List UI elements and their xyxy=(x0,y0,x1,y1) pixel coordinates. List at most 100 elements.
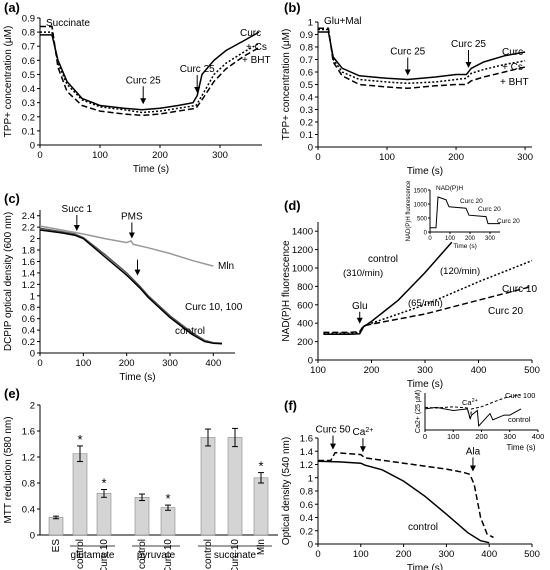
series-line xyxy=(318,31,526,81)
y-tick-label: 0.8 xyxy=(22,303,35,314)
annotation-label: PMS xyxy=(121,211,143,222)
x-tick-label: 100 xyxy=(92,150,108,161)
x-tick-label: 200 xyxy=(152,150,168,161)
category-label: control xyxy=(203,539,214,569)
y-tick-label: 0.9 xyxy=(300,30,313,41)
inset-x-tick-label: 0 xyxy=(423,432,427,441)
series-label: Curc 20 xyxy=(488,306,523,317)
arrow-head xyxy=(194,87,201,94)
y-tick-label: 1.4 xyxy=(300,447,313,458)
y-tick-label: 0.4 xyxy=(22,84,35,95)
y-tick-label: 1400 xyxy=(292,227,313,238)
y-tick-label: 0 xyxy=(30,141,35,152)
y-tick-label: 400 xyxy=(297,319,313,330)
panel-a-chart: 0 0.1 0.2 0.3 0.4 0.5 0.6 0.7 0.8 0.9 0 100 200 300 Ti… xyxy=(3,14,271,176)
x-tick-label: 200 xyxy=(396,549,412,560)
y-tick-label: 0.3 xyxy=(22,98,35,109)
inset-trace xyxy=(430,196,500,229)
x-tick-label: 400 xyxy=(481,549,497,560)
inset-x-axis-label: Time (s) xyxy=(453,243,477,250)
x-tick-label: 0 xyxy=(37,358,42,369)
inset-x-tick-label: 200 xyxy=(475,432,488,441)
y-tick-label: 0.7 xyxy=(22,42,35,53)
category-label: ES xyxy=(51,539,62,553)
panel-label: (f) xyxy=(284,398,297,413)
category-label: Curc 10 xyxy=(163,539,174,570)
series-label: control xyxy=(408,522,438,533)
inset-label: Glu+Mal xyxy=(324,16,362,27)
annotation-label: Succ 1 xyxy=(62,204,93,215)
y-tick-label: 600 xyxy=(297,300,313,311)
rate-label: (310/min) xyxy=(343,268,383,279)
category-label: control xyxy=(75,539,86,569)
y-tick-label: 0.4 xyxy=(300,93,313,104)
y-tick-label: 0 xyxy=(308,540,313,551)
bar xyxy=(96,493,112,536)
panel-c-chart: 00.20.40.60.811.21.41.61.822.22.4 0 100 200… xyxy=(3,204,243,383)
x-tick-label: 100 xyxy=(379,152,395,163)
inset-x-tick-label: 400 xyxy=(532,432,545,441)
y-tick-label: 0.8 xyxy=(22,28,35,39)
significance-star: * xyxy=(165,491,170,506)
category-label: Mln xyxy=(256,539,267,555)
x-axis-label: Time (s) xyxy=(407,563,443,570)
x-tick-label: 0 xyxy=(315,549,320,560)
arrow-head xyxy=(465,62,472,68)
x-tick-label: 500 xyxy=(524,365,540,376)
arrow-head xyxy=(469,465,476,472)
group-label: pyruvate xyxy=(137,550,176,561)
y-axis-label: NAD(P)H fluorescence xyxy=(281,240,292,342)
significance-star: * xyxy=(258,459,263,474)
y-tick-label: 1 xyxy=(308,473,313,484)
y-tick-label: 0.9 xyxy=(22,14,35,25)
annotation-label: Curc 50 xyxy=(315,425,350,436)
inset-label: Curc 20 xyxy=(478,206,501,213)
group-label: succinate xyxy=(214,550,257,561)
x-tick-label: 300 xyxy=(438,549,454,560)
series-line xyxy=(39,229,223,345)
annotation-label: Curc 25 xyxy=(451,39,486,50)
x-tick-label: 300 xyxy=(517,152,533,163)
series-label: + BHT xyxy=(242,55,271,66)
y-tick-label: 1 xyxy=(30,291,35,302)
y-tick-label: 1.2 xyxy=(300,460,313,471)
y-tick-label: 0.7 xyxy=(300,55,313,66)
y-tick-label: 0.4 xyxy=(22,326,35,337)
panel-label: (e) xyxy=(4,386,20,401)
y-axis-label: TPP+ concentration (μM) xyxy=(3,26,14,138)
y-tick-label: 0.6 xyxy=(300,68,313,79)
y-tick-label: 0.3 xyxy=(300,105,313,116)
bar xyxy=(72,453,88,536)
category-label: control xyxy=(137,539,148,569)
y-tick-label: 2.2 xyxy=(22,223,35,234)
series-label: Curc 10, 100 xyxy=(185,302,243,313)
series-label: Curc 10 xyxy=(502,284,537,295)
y-axis-label: MTT reduction (580 nm) xyxy=(3,416,14,523)
inset-label: Curc 20 xyxy=(460,198,483,205)
inset-label: Ca2+ xyxy=(462,398,478,407)
panel-label: (a) xyxy=(4,0,20,15)
x-tick-label: 200 xyxy=(119,358,135,369)
y-tick-label: 0.6 xyxy=(300,500,313,511)
series-label: + Cs xyxy=(502,62,523,73)
series-line xyxy=(39,227,223,345)
arrow-head xyxy=(134,269,141,276)
y-tick-label: 2 xyxy=(30,401,35,412)
inset-y-tick-label: 1500 xyxy=(414,189,428,195)
annotation-label: Ca2+ xyxy=(353,427,374,439)
series-line xyxy=(323,259,533,335)
category-label: Curc 10 xyxy=(230,539,241,570)
y-tick-label: 0.1 xyxy=(300,130,313,141)
y-tick-label: 0.5 xyxy=(300,80,313,91)
y-tick-label: 1200 xyxy=(292,245,313,256)
y-tick-label: 1.4 xyxy=(22,268,35,279)
series-label: control xyxy=(175,326,205,337)
series-label: + Cs xyxy=(246,42,267,53)
significance-star: * xyxy=(77,432,82,447)
annotation-label: Glu xyxy=(352,301,368,312)
annotation-label: Curc 25 xyxy=(390,47,425,58)
inset-y-axis-label: Ca2+ (25 μM) xyxy=(415,390,422,433)
series-line xyxy=(318,451,494,539)
